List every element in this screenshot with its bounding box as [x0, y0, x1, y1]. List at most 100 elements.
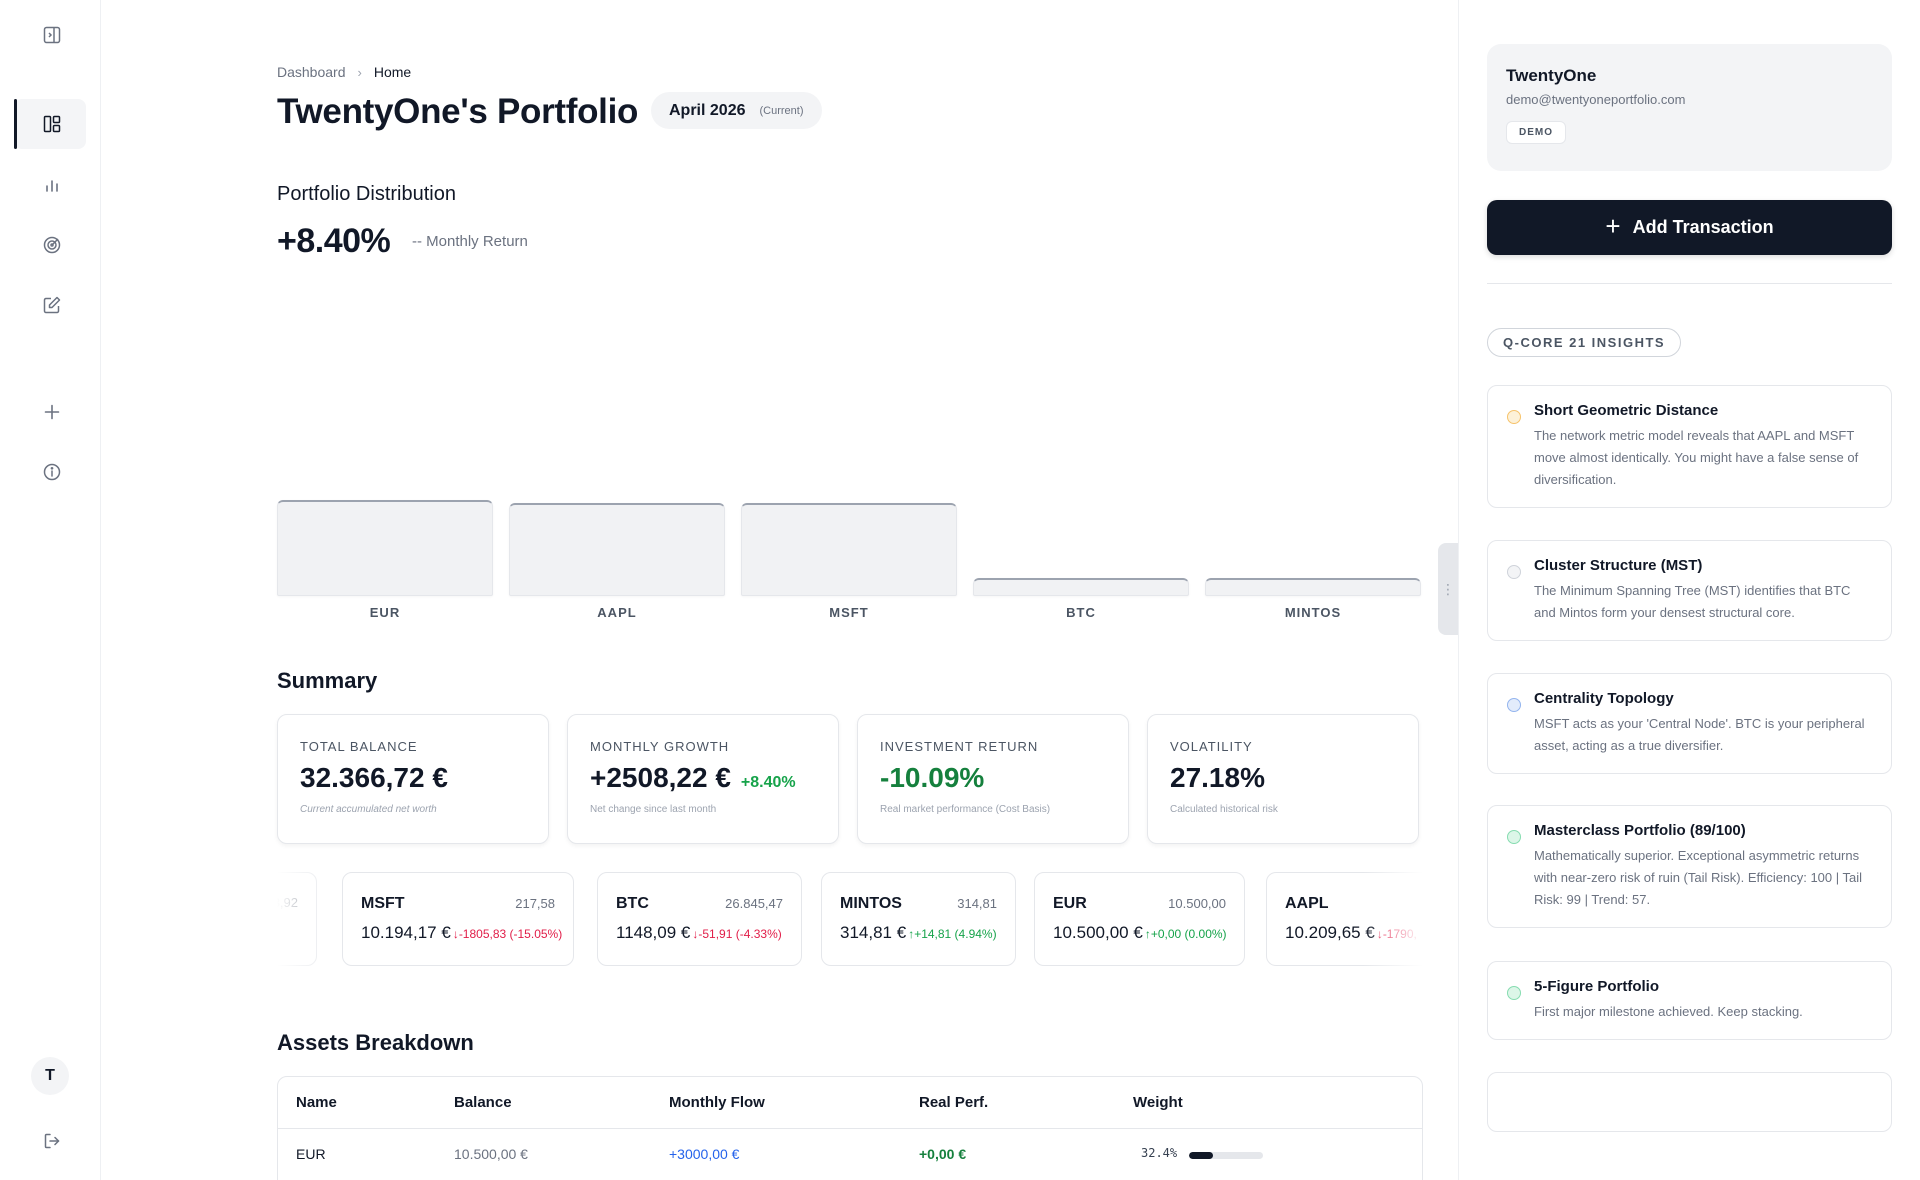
summary-card-delta: +8.40%	[740, 774, 796, 791]
ticker-values: 1148,09 € ↓-51,91 (-4.33%)	[616, 923, 783, 943]
insight-title: Short Geometric Distance	[1534, 402, 1719, 419]
ticker-card[interactable]: MINTOS 314,81 314,81 € ↑+14,81 (4.94%)	[821, 872, 1016, 966]
ticker-value: 10.500,00 €	[1053, 923, 1143, 942]
ticker-card[interactable]: EUR 10.500,00 10.500,00 € ↑+0,00 (0.00%)	[1034, 872, 1245, 966]
distribution-column: AAPL	[509, 396, 725, 620]
distribution-bar[interactable]	[741, 503, 957, 596]
add-transaction-button[interactable]: + Add Transaction	[1487, 200, 1892, 255]
monthly-return-label: -- Monthly Return	[412, 233, 528, 250]
summary-card-value-row: 27.18%	[1170, 762, 1396, 794]
ticker-values: 10.500,00 € ↑+0,00 (0.00%)	[1053, 923, 1227, 943]
ticker-header: AAPL	[1285, 895, 1423, 913]
analytics-chart-icon[interactable]	[32, 165, 72, 205]
distribution-column: MINTOS	[1205, 396, 1421, 620]
summary-card: Investment Return -10.09% Real market perf…	[857, 714, 1129, 844]
summary-card-value: 32.366,72 €	[300, 762, 448, 793]
summary-heading: Summary	[277, 668, 378, 693]
summary-card-value: +2508,22 €	[590, 762, 731, 793]
insight-title: Masterclass Portfolio (89/100)	[1534, 822, 1746, 839]
summary-card: Total Balance 32.366,72 € Current accumula…	[277, 714, 549, 844]
summary-card-note: Calculated historical risk	[1170, 804, 1278, 815]
ticker-price: 217,58	[515, 896, 555, 911]
summary-card-label: Volatility	[1170, 739, 1253, 754]
distribution-column: BTC	[973, 396, 1189, 620]
breadcrumb-dashboard-link[interactable]: Dashboard	[277, 64, 346, 80]
status-dot-icon	[1507, 830, 1521, 844]
page-title: TwentyOne's Portfolio	[277, 92, 639, 131]
period-selector[interactable]: April 2026 (Current)	[651, 92, 822, 129]
info-icon[interactable]	[32, 452, 72, 492]
table-header-cell[interactable]: Balance	[454, 1094, 512, 1111]
ticker-values: 314,81 € ↑+14,81 (4.94%)	[840, 923, 997, 943]
ticker-change: ↑+14,81 (4.94%)	[908, 927, 997, 941]
ticker-card[interactable]: MSFT 217,58 10.194,17 € ↓-1805,83 (-15.05%)	[342, 872, 574, 966]
distribution-column: EUR	[277, 396, 493, 620]
summary-card-value-row: -10.09%	[880, 762, 1106, 794]
insight-card[interactable]: Centrality Topology MSFT acts as your 'Ce…	[1487, 673, 1892, 774]
weight-bar	[1189, 1152, 1263, 1159]
table-header-cell[interactable]: Weight	[1133, 1094, 1183, 1111]
summary-card-note: Real market performance (Cost Basis)	[880, 804, 1051, 815]
summary-card-value: -10.09%	[880, 762, 985, 793]
insight-card[interactable]: Short Geometric Distance The network metr…	[1487, 385, 1892, 508]
chevron-right-icon: ›	[357, 64, 362, 80]
table-row[interactable]: EUR 10.500,00 € +3000,00 € +0,00 € 32.4%	[278, 1129, 1422, 1180]
insight-title: 5-Figure Portfolio	[1534, 978, 1659, 995]
distribution-bar[interactable]	[277, 500, 493, 596]
ticker-card[interactable]: BTC 26.845,47 1148,09 € ↓-51,91 (-4.33%)	[597, 872, 802, 966]
target-icon[interactable]	[32, 225, 72, 265]
insight-body: MSFT acts as your 'Central Node'. BTC is…	[1534, 716, 1865, 753]
ticker-fade-left	[277, 872, 337, 966]
assets-breakdown-heading: Assets Breakdown	[277, 1030, 474, 1055]
summary-card-label: Monthly Growth	[590, 739, 730, 754]
insight-title: Cluster Structure (MST)	[1534, 557, 1703, 574]
ticker-value: 10.209,65 €	[1285, 923, 1375, 942]
distribution-label: BTC	[1066, 605, 1096, 620]
ticker-fade-right	[1363, 872, 1423, 966]
avatar-initial: T	[45, 1067, 55, 1084]
right-panel: TwentyOne demo@twentyoneportfolio.com DE…	[1458, 0, 1920, 1180]
drag-dots-icon: ⋮	[1441, 580, 1455, 597]
insight-card[interactable]: 5-Figure Portfolio First major milestone …	[1487, 961, 1892, 1040]
ticker-value: 314,81 €	[840, 923, 907, 942]
edit-icon[interactable]	[32, 285, 72, 325]
ticker-price: 10.500,00	[1168, 896, 1226, 911]
status-dot-icon	[1507, 986, 1521, 1000]
dashboard-icon[interactable]	[32, 104, 72, 144]
table-cell-flow: +3000,00 €	[669, 1146, 740, 1162]
main-content: Dashboard › Home TwentyOne's Portfolio A…	[101, 0, 1458, 1180]
nav-active-indicator	[14, 99, 17, 149]
distribution-label: EUR	[369, 605, 401, 620]
insight-body: The Minimum Spanning Tree (MST) identifi…	[1534, 583, 1851, 620]
ticker-symbol: AAPL	[1285, 895, 1329, 912]
panel-resize-handle[interactable]: ⋮	[1438, 543, 1458, 635]
left-nav-rail: T	[0, 0, 101, 1180]
insight-body: Mathematically superior. Exceptional asy…	[1534, 848, 1863, 907]
demo-badge: DEMO	[1506, 121, 1566, 144]
ticker-symbol: EUR	[1053, 895, 1087, 912]
insight-card[interactable]: Cluster Structure (MST) The Minimum Spann…	[1487, 540, 1892, 641]
ticker-change: ↓-1805,83 (-15.05%)	[452, 927, 563, 941]
ticker-symbol: MINTOS	[840, 895, 902, 912]
insight-card[interactable]: Masterclass Portfolio (89/100) Mathematic…	[1487, 805, 1892, 928]
distribution-label: AAPL	[597, 605, 637, 620]
distribution-bar[interactable]	[1205, 578, 1421, 596]
ticker-change: ↑+0,00 (0.00%)	[1144, 927, 1227, 941]
add-icon[interactable]	[32, 392, 72, 432]
table-header-cell[interactable]: Real Perf.	[919, 1094, 989, 1111]
ticker-symbol: BTC	[616, 895, 649, 912]
table-header-cell[interactable]: Name	[296, 1094, 337, 1111]
insight-body: First major milestone achieved. Keep sta…	[1534, 1004, 1803, 1019]
breadcrumb: Dashboard › Home	[277, 64, 411, 80]
table-header-cell[interactable]: Monthly Flow	[669, 1094, 765, 1111]
logout-icon[interactable]	[32, 1121, 72, 1161]
avatar[interactable]: T	[31, 1057, 69, 1095]
distribution-bar[interactable]	[509, 503, 725, 596]
ticker-values: 10.194,17 € ↓-1805,83 (-15.05%)	[361, 923, 562, 943]
status-dot-icon	[1507, 565, 1521, 579]
distribution-bar[interactable]	[973, 578, 1189, 596]
toggle-sidebar-icon[interactable]	[32, 15, 72, 55]
weight-bar-fill	[1189, 1152, 1213, 1159]
